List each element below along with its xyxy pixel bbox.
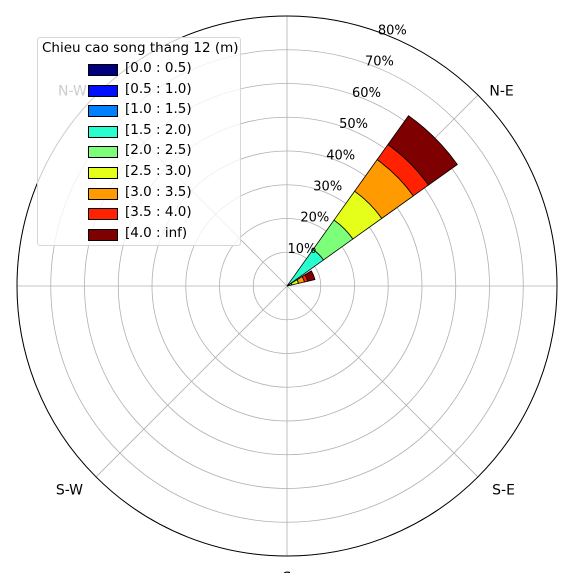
- legend-label: [4.0 : inf): [125, 224, 188, 241]
- direction-label: S-E: [492, 483, 515, 499]
- legend-swatch: [88, 167, 118, 179]
- legend-item: [2.0 : 2.5): [88, 142, 238, 161]
- legend-swatch: [88, 84, 118, 97]
- legend-swatch: [88, 208, 118, 221]
- legend-label: [2.0 : 2.5): [125, 142, 192, 159]
- direction-label: N: [282, 0, 292, 2]
- legend-item: [0.5 : 1.0): [88, 80, 238, 100]
- legend-label: [3.5 : 4.0): [125, 204, 192, 221]
- direction-label: S-W: [56, 483, 83, 499]
- radial-tick-label: 40%: [326, 148, 355, 163]
- direction-label: N-E: [489, 83, 513, 99]
- legend-swatch: [88, 64, 118, 76]
- legend-swatch: [88, 228, 118, 241]
- legend-label: [3.0 : 3.5): [125, 183, 192, 200]
- direction-label: S: [283, 570, 292, 573]
- polar-frame: [16, 15, 558, 557]
- legend-item: [4.0 : inf): [88, 224, 238, 244]
- grid-spoke: [286, 285, 479, 478]
- legend-item: [3.0 : 3.5): [88, 183, 238, 203]
- legend-item: [0.0 : 0.5): [88, 60, 238, 79]
- windrose-bars: [286, 115, 458, 287]
- legend-swatch: [88, 125, 118, 138]
- legend: Chieu cao song thang 12 (m) [0.0 : 0.5) […: [37, 37, 241, 246]
- legend-label: [0.5 : 1.0): [125, 80, 192, 97]
- radial-tick-label: 30%: [313, 179, 342, 194]
- legend-label: [1.0 : 1.5): [125, 101, 192, 118]
- radial-tick-label: 80%: [378, 24, 407, 39]
- grid-spoke: [95, 285, 288, 478]
- windrose-bar-segment: [387, 115, 458, 186]
- legend-label: [2.5 : 3.0): [125, 163, 192, 179]
- polar-grid: [16, 15, 558, 557]
- legend-item: [1.0 : 1.5): [88, 101, 238, 120]
- radial-tick-label: 10%: [287, 242, 316, 257]
- legend-swatch: [88, 146, 118, 159]
- radial-tick-label: 60%: [352, 86, 381, 101]
- windrose-bar-segment: [304, 270, 316, 282]
- radial-tick-label: 70%: [365, 55, 394, 70]
- legend-item: [3.5 : 4.0): [88, 204, 238, 223]
- legend-swatch: [88, 187, 118, 200]
- legend-label: [0.0 : 0.5): [125, 60, 192, 76]
- legend-item: [1.5 : 2.0): [88, 121, 238, 141]
- legend-title: Chieu cao song thang 12 (m): [42, 40, 239, 56]
- radial-tick-label: 50%: [339, 117, 368, 132]
- legend-item: [2.5 : 3.0): [88, 163, 238, 182]
- legend-label: [1.5 : 2.0): [125, 121, 192, 138]
- legend-swatch: [88, 105, 118, 118]
- radial-tick-label: 20%: [300, 211, 329, 226]
